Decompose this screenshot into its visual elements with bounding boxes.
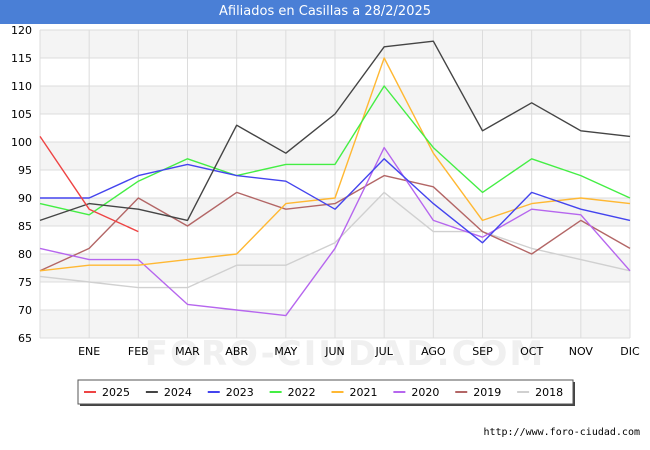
legend-label-2018: 2018 <box>535 386 563 399</box>
series-line-2025 <box>39 136 139 233</box>
series-line-2019 <box>39 174 631 272</box>
x-tick-label: JUN <box>324 345 345 358</box>
legend-label-2019: 2019 <box>473 386 501 399</box>
legend-label-2021: 2021 <box>350 386 378 399</box>
x-tick-label: SEP <box>472 345 493 358</box>
x-tick-label: DIC <box>620 345 640 358</box>
y-tick-label: 100 <box>11 136 32 149</box>
x-tick-label: JUL <box>374 345 393 358</box>
series-line-2024 <box>39 40 631 222</box>
y-tick-label: 70 <box>18 304 32 317</box>
x-tick-label: OCT <box>520 345 543 358</box>
series-line-2023 <box>40 158 631 244</box>
x-tick-label: NOV <box>569 345 594 358</box>
series-line-2022 <box>39 85 631 216</box>
source-url: http://www.foro-ciudad.com <box>483 427 640 438</box>
y-tick-label: 80 <box>18 248 32 261</box>
legend-label-2024: 2024 <box>164 386 192 399</box>
x-tick-label: ENE <box>78 345 100 358</box>
y-tick-label: 115 <box>11 52 32 65</box>
y-tick-label: 120 <box>11 24 32 37</box>
y-tick-label: 75 <box>18 276 32 289</box>
y-tick-label: 85 <box>18 220 32 233</box>
y-tick-label: 65 <box>18 332 32 345</box>
y-tick-label: 110 <box>11 80 32 93</box>
x-tick-label: AGO <box>421 345 446 358</box>
series-line-2018 <box>39 191 631 289</box>
legend-label-2022: 2022 <box>288 386 316 399</box>
y-tick-label: 95 <box>18 164 32 177</box>
legend-box <box>77 379 574 405</box>
x-tick-label: ABR <box>225 345 248 358</box>
y-tick-label: 105 <box>11 108 32 121</box>
x-tick-label: MAY <box>274 345 297 358</box>
series-line-2021 <box>39 57 631 272</box>
series-line-2020 <box>39 146 631 317</box>
x-tick-label: MAR <box>175 345 200 358</box>
x-tick-label: FEB <box>128 345 149 358</box>
legend-label-2020: 2020 <box>411 386 439 399</box>
legend-label-2025: 2025 <box>102 386 130 399</box>
legend-label-2023: 2023 <box>226 386 254 399</box>
y-tick-label: 90 <box>18 192 32 205</box>
chart-title: Afiliados en Casillas a 28/2/2025 <box>0 0 650 24</box>
watermark: FORO-CIUDAD.COM <box>145 334 546 374</box>
